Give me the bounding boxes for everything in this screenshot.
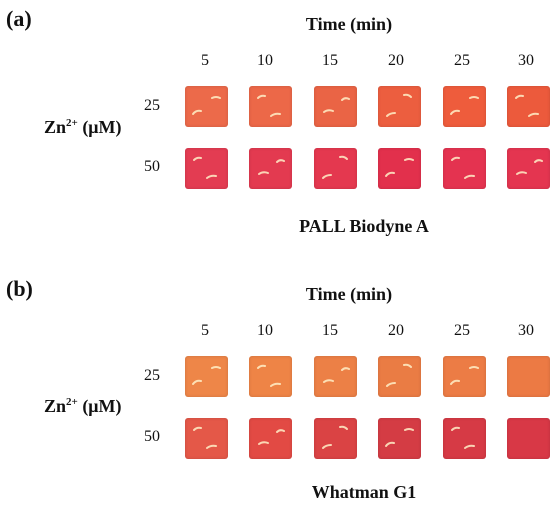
color-swatch-b-50uM-10min [249, 418, 292, 459]
color-swatch-b-25uM-30min [507, 356, 550, 397]
color-swatch-a-50uM-30min [507, 148, 550, 189]
color-swatch-a-50uM-15min [314, 148, 357, 189]
color-swatch-b-50uM-5min [185, 418, 228, 459]
panel-label-b: (b) [6, 276, 33, 301]
color-swatch-b-50uM-30min [507, 418, 550, 459]
time-label-15-b: 15 [322, 322, 338, 339]
time-axis-title-b: Time (min) [305, 284, 393, 304]
color-swatch-a-25uM-15min [314, 86, 357, 127]
conc-label-50-a: 50 [144, 158, 160, 175]
conc-label-50-b: 50 [144, 428, 160, 445]
color-swatch-a-50uM-10min [249, 148, 292, 189]
color-swatch-b-50uM-25min [443, 418, 486, 459]
color-swatch-a-25uM-10min [249, 86, 292, 127]
time-label-30-a: 30 [518, 52, 534, 69]
conc-label-25-b: 25 [144, 367, 160, 384]
color-swatch-b-50uM-20min [378, 418, 421, 459]
panel-label-a: (a) [6, 6, 32, 31]
time-label-25-a: 25 [454, 52, 470, 69]
color-swatch-b-25uM-25min [443, 356, 486, 397]
time-label-25-b: 25 [454, 322, 470, 339]
time-label-15-a: 15 [322, 52, 338, 69]
time-label-30-b: 30 [518, 322, 534, 339]
time-label-10-b: 10 [257, 322, 273, 339]
color-swatch-b-25uM-20min [378, 356, 421, 397]
y-axis-label-a: Zn2+ (μM) [44, 117, 122, 137]
material-title-a: PALL Biodyne A [299, 216, 429, 236]
time-label-5-b: 5 [201, 322, 209, 339]
color-swatch-b-25uM-5min [185, 356, 228, 397]
time-label-10-a: 10 [257, 52, 273, 69]
color-swatch-b-25uM-10min [249, 356, 292, 397]
color-swatch-a-25uM-5min [185, 86, 228, 127]
color-swatch-b-50uM-15min [314, 418, 357, 459]
time-axis-title-a: Time (min) [305, 14, 393, 34]
color-swatch-b-25uM-15min [314, 356, 357, 397]
conc-label-25-a: 25 [144, 97, 160, 114]
color-swatch-a-25uM-20min [378, 86, 421, 127]
color-swatch-a-50uM-25min [443, 148, 486, 189]
time-label-5-a: 5 [201, 52, 209, 69]
color-swatch-a-50uM-20min [378, 148, 421, 189]
time-label-20-b: 20 [388, 322, 404, 339]
y-axis-label-b: Zn2+ (μM) [44, 396, 122, 416]
material-title-b: Whatman G1 [311, 482, 417, 502]
time-label-20-a: 20 [388, 52, 404, 69]
color-swatch-a-25uM-30min [507, 86, 550, 127]
color-swatch-a-50uM-5min [185, 148, 228, 189]
color-swatch-a-25uM-25min [443, 86, 486, 127]
